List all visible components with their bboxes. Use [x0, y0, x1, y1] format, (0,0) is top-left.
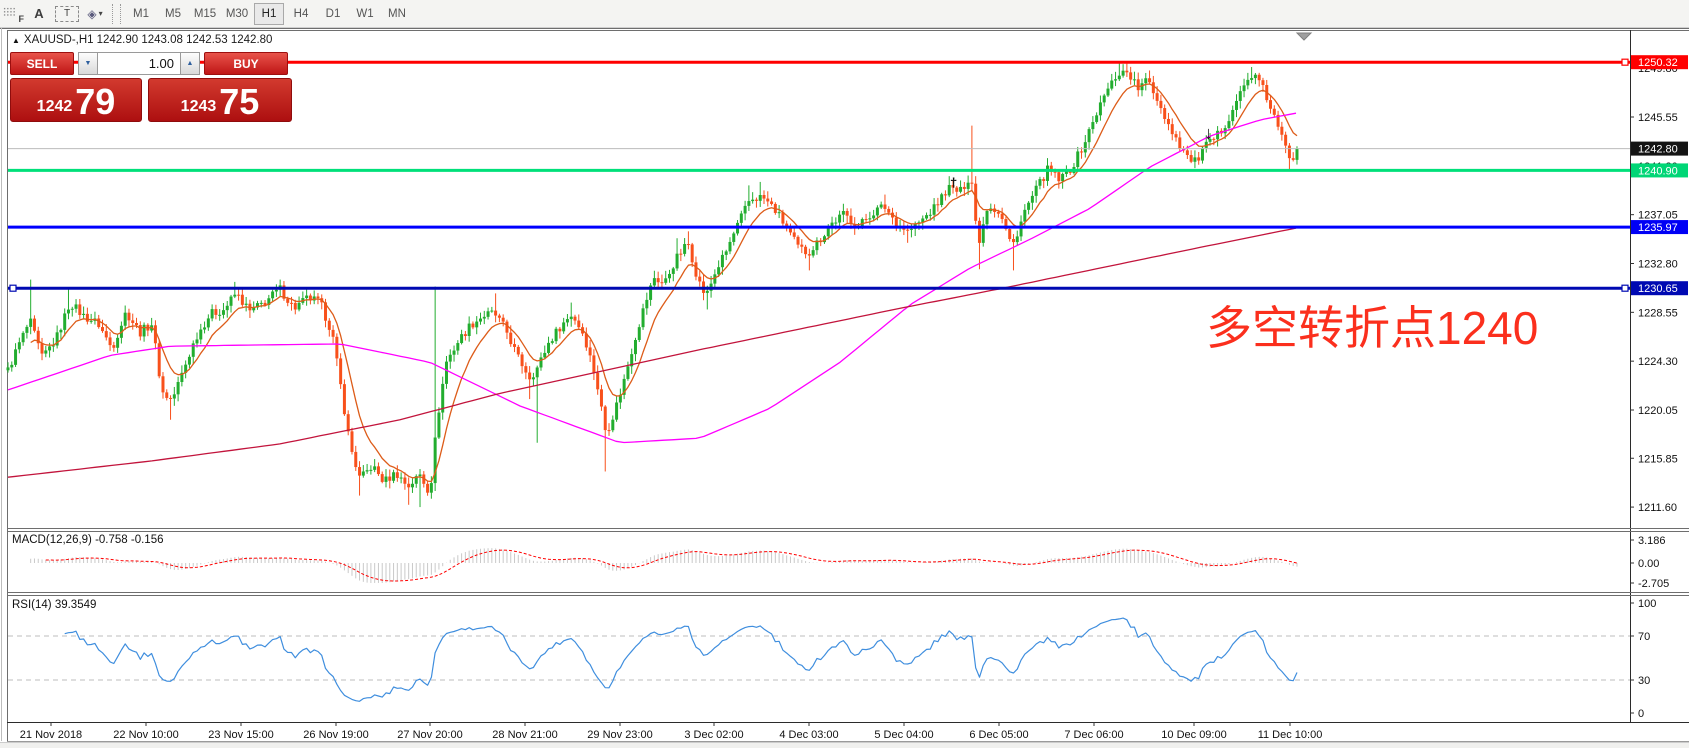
macd-label: MACD(12,26,9) -0.758 -0.156 [12, 534, 164, 546]
price-tags: 1250.32 1242.80 1240.90 1235.97 1230.65 [1631, 55, 1688, 296]
svg-text:3 Dec 02:00: 3 Dec 02:00 [684, 729, 743, 741]
svg-text:4 Dec 03:00: 4 Dec 03:00 [779, 729, 838, 741]
svg-text:1237.05: 1237.05 [1638, 210, 1678, 222]
dots-grid-icon [3, 6, 16, 17]
buy-price-main: 1243 [180, 98, 217, 115]
svg-text:11 Dec 10:00: 11 Dec 10:00 [1258, 729, 1323, 741]
macd-signal-line [45, 549, 1298, 582]
collapse-arrow-icon[interactable]: ▲ [12, 36, 20, 45]
sell-button[interactable]: SELL [10, 52, 74, 75]
small-marker-annotation[interactable]: † [950, 175, 957, 190]
buy-price-pips: 75 [219, 80, 260, 122]
svg-text:1240.90: 1240.90 [1638, 165, 1678, 177]
sell-price-main: 1242 [36, 98, 73, 115]
svg-text:27 Nov 20:00: 27 Nov 20:00 [397, 729, 462, 741]
timeframe-m5[interactable]: M5 [165, 7, 181, 20]
svg-text:1232.80: 1232.80 [1638, 258, 1678, 270]
svg-text:100: 100 [1638, 598, 1656, 610]
svg-text:22 Nov 10:00: 22 Nov 10:00 [113, 729, 178, 741]
svg-text:1228.55: 1228.55 [1638, 307, 1678, 319]
timeframe-mn[interactable]: MN [388, 7, 406, 20]
pivot-note-text[interactable]: 多空转折点1240 [1206, 302, 1538, 354]
svg-text:0: 0 [1638, 708, 1644, 720]
svg-text:70: 70 [1638, 631, 1650, 643]
volume-increase-button[interactable]: ▲ [180, 52, 200, 75]
svg-text:21 Nov 2018: 21 Nov 2018 [20, 729, 82, 741]
buy-price-box[interactable]: 1243 75 [148, 78, 292, 122]
svg-text:1235.97: 1235.97 [1638, 222, 1678, 234]
svg-text:1242.80: 1242.80 [1638, 144, 1678, 156]
chart-shift-marker-icon[interactable] [1295, 32, 1313, 41]
symbol-label: XAUUSD-,H1 [23, 34, 94, 46]
toolbar: F A T ◈ ▾ M1 M5 M15 M30 H1 H4 D1 W1 MN [0, 0, 1689, 28]
svg-text:26 Nov 19:00: 26 Nov 19:00 [303, 729, 368, 741]
rsi-line [64, 617, 1298, 702]
sell-price-pips: 79 [75, 80, 116, 122]
volume-decrease-button[interactable]: ▼ [78, 52, 98, 75]
arrow-down-annotation[interactable]: ↓ [1204, 123, 1213, 143]
svg-text:1230.65: 1230.65 [1638, 283, 1678, 295]
status-bar [0, 742, 1689, 748]
buy-button[interactable]: BUY [204, 52, 288, 75]
shapes-tool-icon[interactable]: ◈ ▾ [87, 6, 103, 21]
svg-text:29 Nov 23:00: 29 Nov 23:00 [587, 729, 652, 741]
timeframe-d1[interactable]: D1 [325, 7, 341, 20]
slow-ma [7, 227, 1297, 478]
sell-price-box[interactable]: 1242 79 [10, 78, 142, 122]
hline-anchor[interactable] [1621, 284, 1629, 292]
timeframe-w1[interactable]: W1 [356, 7, 374, 20]
macd-histogram [30, 548, 1298, 583]
toolbar-separator [112, 3, 121, 24]
svg-text:1215.85: 1215.85 [1638, 453, 1678, 465]
ohlc-values: 1242.90 1243.08 1242.53 1242.80 [96, 34, 273, 46]
volume-input[interactable] [98, 52, 180, 75]
label-tool-icon[interactable]: A [34, 6, 44, 21]
svg-text:10 Dec 09:00: 10 Dec 09:00 [1161, 729, 1226, 741]
svg-text:3.186: 3.186 [1638, 535, 1666, 547]
chart-title: ▲ XAUUSD-,H1 1242.90 1243.08 1242.53 1242.… [12, 34, 275, 46]
rsi-label: RSI(14) 39.3549 [12, 599, 96, 611]
one-click-trading-panel: SELL ▼ ▲ BUY 1242 79 1243 75 [10, 52, 292, 122]
svg-text:23 Nov 15:00: 23 Nov 15:00 [208, 729, 273, 741]
svg-text:1245.55: 1245.55 [1638, 112, 1678, 124]
timeframe-h4[interactable]: H4 [293, 7, 309, 20]
timeframe-m30[interactable]: M30 [225, 7, 249, 20]
timeframe-h1[interactable]: H1 [254, 2, 284, 25]
timeframe-m15[interactable]: M15 [193, 7, 217, 20]
timeframe-toolbar: M1 M5 M15 M30 H1 H4 D1 W1 MN [125, 0, 413, 27]
svg-text:5 Dec 04:00: 5 Dec 04:00 [874, 729, 933, 741]
time-axis: 21 Nov 2018 22 Nov 10:00 23 Nov 15:00 26 No… [20, 722, 1323, 741]
svg-text:1220.05: 1220.05 [1638, 405, 1678, 417]
svg-text:1224.30: 1224.30 [1638, 356, 1678, 368]
svg-text:0.00: 0.00 [1638, 558, 1659, 570]
horizontal-lines [8, 58, 1630, 292]
svg-text:6 Dec 05:00: 6 Dec 05:00 [969, 729, 1028, 741]
timeframe-m1[interactable]: M1 [133, 7, 149, 20]
rsi-axis: 100 70 30 0 [1630, 598, 1656, 720]
svg-text:30: 30 [1638, 675, 1650, 687]
svg-text:7 Dec 06:00: 7 Dec 06:00 [1064, 729, 1123, 741]
fast-ma [30, 83, 1298, 483]
macd-axis: 3.186 0.00 -2.705 [1630, 535, 1669, 590]
svg-text:28 Nov 21:00: 28 Nov 21:00 [492, 729, 557, 741]
medium-ma [7, 112, 1297, 444]
expert-indicator-icon[interactable]: F [1, 5, 25, 24]
toolbar-tools: F A T ◈ ▾ [0, 0, 108, 27]
svg-text:1211.60: 1211.60 [1638, 502, 1677, 514]
candles-layer [6, 62, 1299, 508]
hline-anchor[interactable] [1621, 58, 1629, 66]
svg-text:-2.705: -2.705 [1638, 578, 1669, 590]
hline-anchor[interactable] [9, 284, 17, 292]
svg-text:1250.32: 1250.32 [1638, 57, 1678, 69]
chevron-down-icon: ▾ [98, 9, 103, 18]
textbox-tool-icon[interactable]: T [53, 3, 81, 25]
